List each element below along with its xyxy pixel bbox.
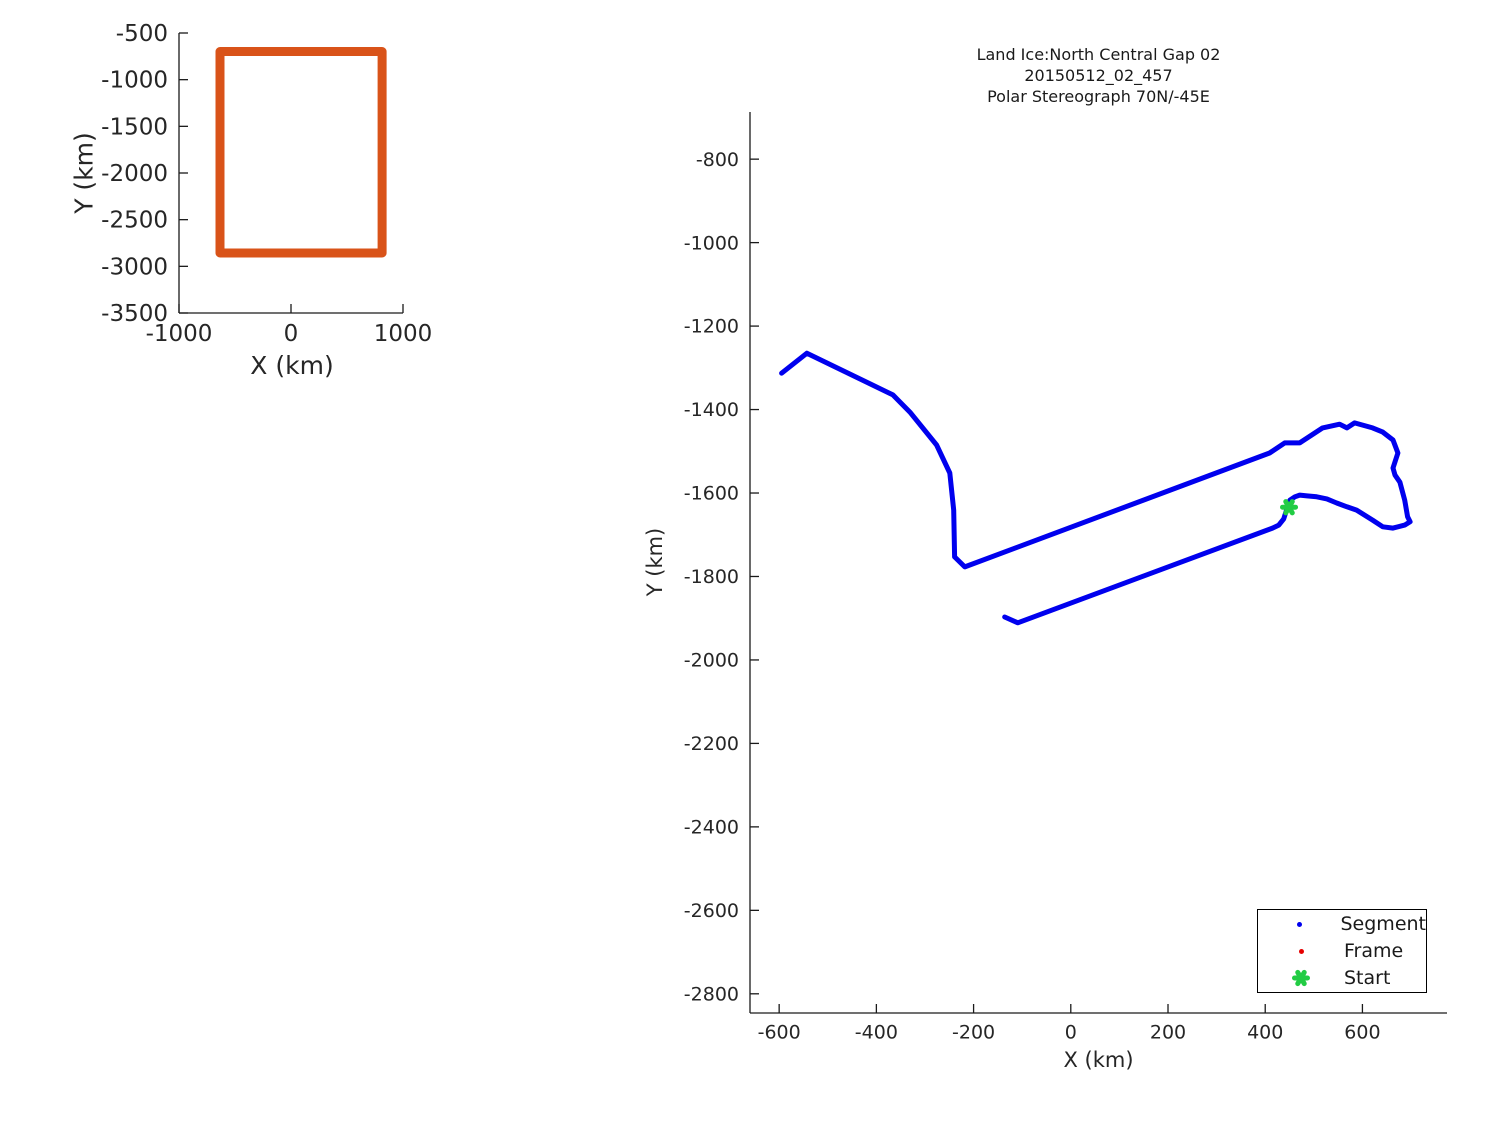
overview-x-tick-label: 1000 — [374, 321, 433, 347]
trajectory-y-tick-label: -1600 — [684, 483, 739, 505]
trajectory-segment-path — [779, 350, 1413, 626]
trajectory-x-tick-label: 400 — [1247, 1022, 1283, 1044]
legend-item-frame: Frame — [1258, 938, 1426, 964]
start-marker — [1280, 499, 1299, 516]
trajectory-x-tick-label: -600 — [758, 1022, 801, 1044]
start-asterisk-icon — [1292, 969, 1310, 987]
trajectory-y-tick-label: -2200 — [684, 733, 739, 755]
overview-y-tick-label: -1500 — [101, 114, 168, 140]
trajectory-x-tick-label: 200 — [1150, 1022, 1186, 1044]
segment-dot-icon — [1296, 921, 1302, 927]
legend-label: Start — [1344, 967, 1391, 989]
legend-item-segment: Segment — [1258, 911, 1426, 937]
frame-dot-icon — [1298, 948, 1304, 954]
trajectory-y-tick-label: -2800 — [684, 983, 739, 1005]
trajectory-y-axis-label: Y (km) — [643, 527, 667, 597]
overview-y-tick-label: -3500 — [101, 301, 168, 327]
overview-y-tick-label: -2500 — [101, 208, 168, 234]
trajectory-y-tick-label: -1000 — [684, 232, 739, 254]
overview-y-tick-label: -1000 — [101, 68, 168, 94]
trajectory-y-tick-label: -800 — [696, 149, 739, 171]
title-line-2: 20150512_02_457 — [1024, 66, 1173, 85]
trajectory-y-tick-label: -2600 — [684, 900, 739, 922]
trajectory-y-tick-label: -2400 — [684, 817, 739, 839]
overview-y-axis-label: Y (km) — [69, 132, 99, 214]
overview-x-tick-label: 0 — [284, 321, 299, 347]
legend-marker-cell — [1258, 948, 1344, 954]
trajectory-x-tick-label: -400 — [855, 1022, 898, 1044]
overview-y-tick-label: -2000 — [101, 161, 168, 187]
overview-y-tick-label: -3000 — [101, 254, 168, 280]
trajectory-x-tick-label: 600 — [1344, 1022, 1380, 1044]
trajectory-x-axis-label: X (km) — [1063, 1048, 1134, 1072]
title-line-1: Land Ice:North Central Gap 02 — [976, 45, 1221, 64]
title-line-3: Polar Stereograph 70N/-45E — [987, 87, 1210, 106]
legend-marker-cell — [1258, 968, 1344, 988]
trajectory-x-tick-label: 0 — [1065, 1022, 1077, 1044]
trajectory-x-tick-label: -200 — [952, 1022, 995, 1044]
overview-x-tick-label: -1000 — [146, 321, 213, 347]
overview-y-tick-label: -500 — [116, 21, 168, 47]
trajectory-y-tick-label: -1200 — [684, 316, 739, 338]
legend-item-start: Start — [1258, 965, 1426, 991]
overview-x-axis-label: X (km) — [250, 351, 334, 380]
legend-label: Frame — [1344, 940, 1404, 962]
overview-coverage-outline-path — [215, 47, 387, 258]
legend: Segment Frame Start — [1257, 909, 1427, 993]
legend-marker-cell — [1258, 921, 1341, 927]
legend-label: Segment — [1340, 913, 1427, 935]
trajectory-y-tick-label: -2000 — [684, 650, 739, 672]
chart-title: Land Ice:North Central Gap 02 20150512_0… — [750, 44, 1447, 107]
trajectory-y-tick-label: -1800 — [684, 566, 739, 588]
trajectory-y-tick-label: -1400 — [684, 399, 739, 421]
